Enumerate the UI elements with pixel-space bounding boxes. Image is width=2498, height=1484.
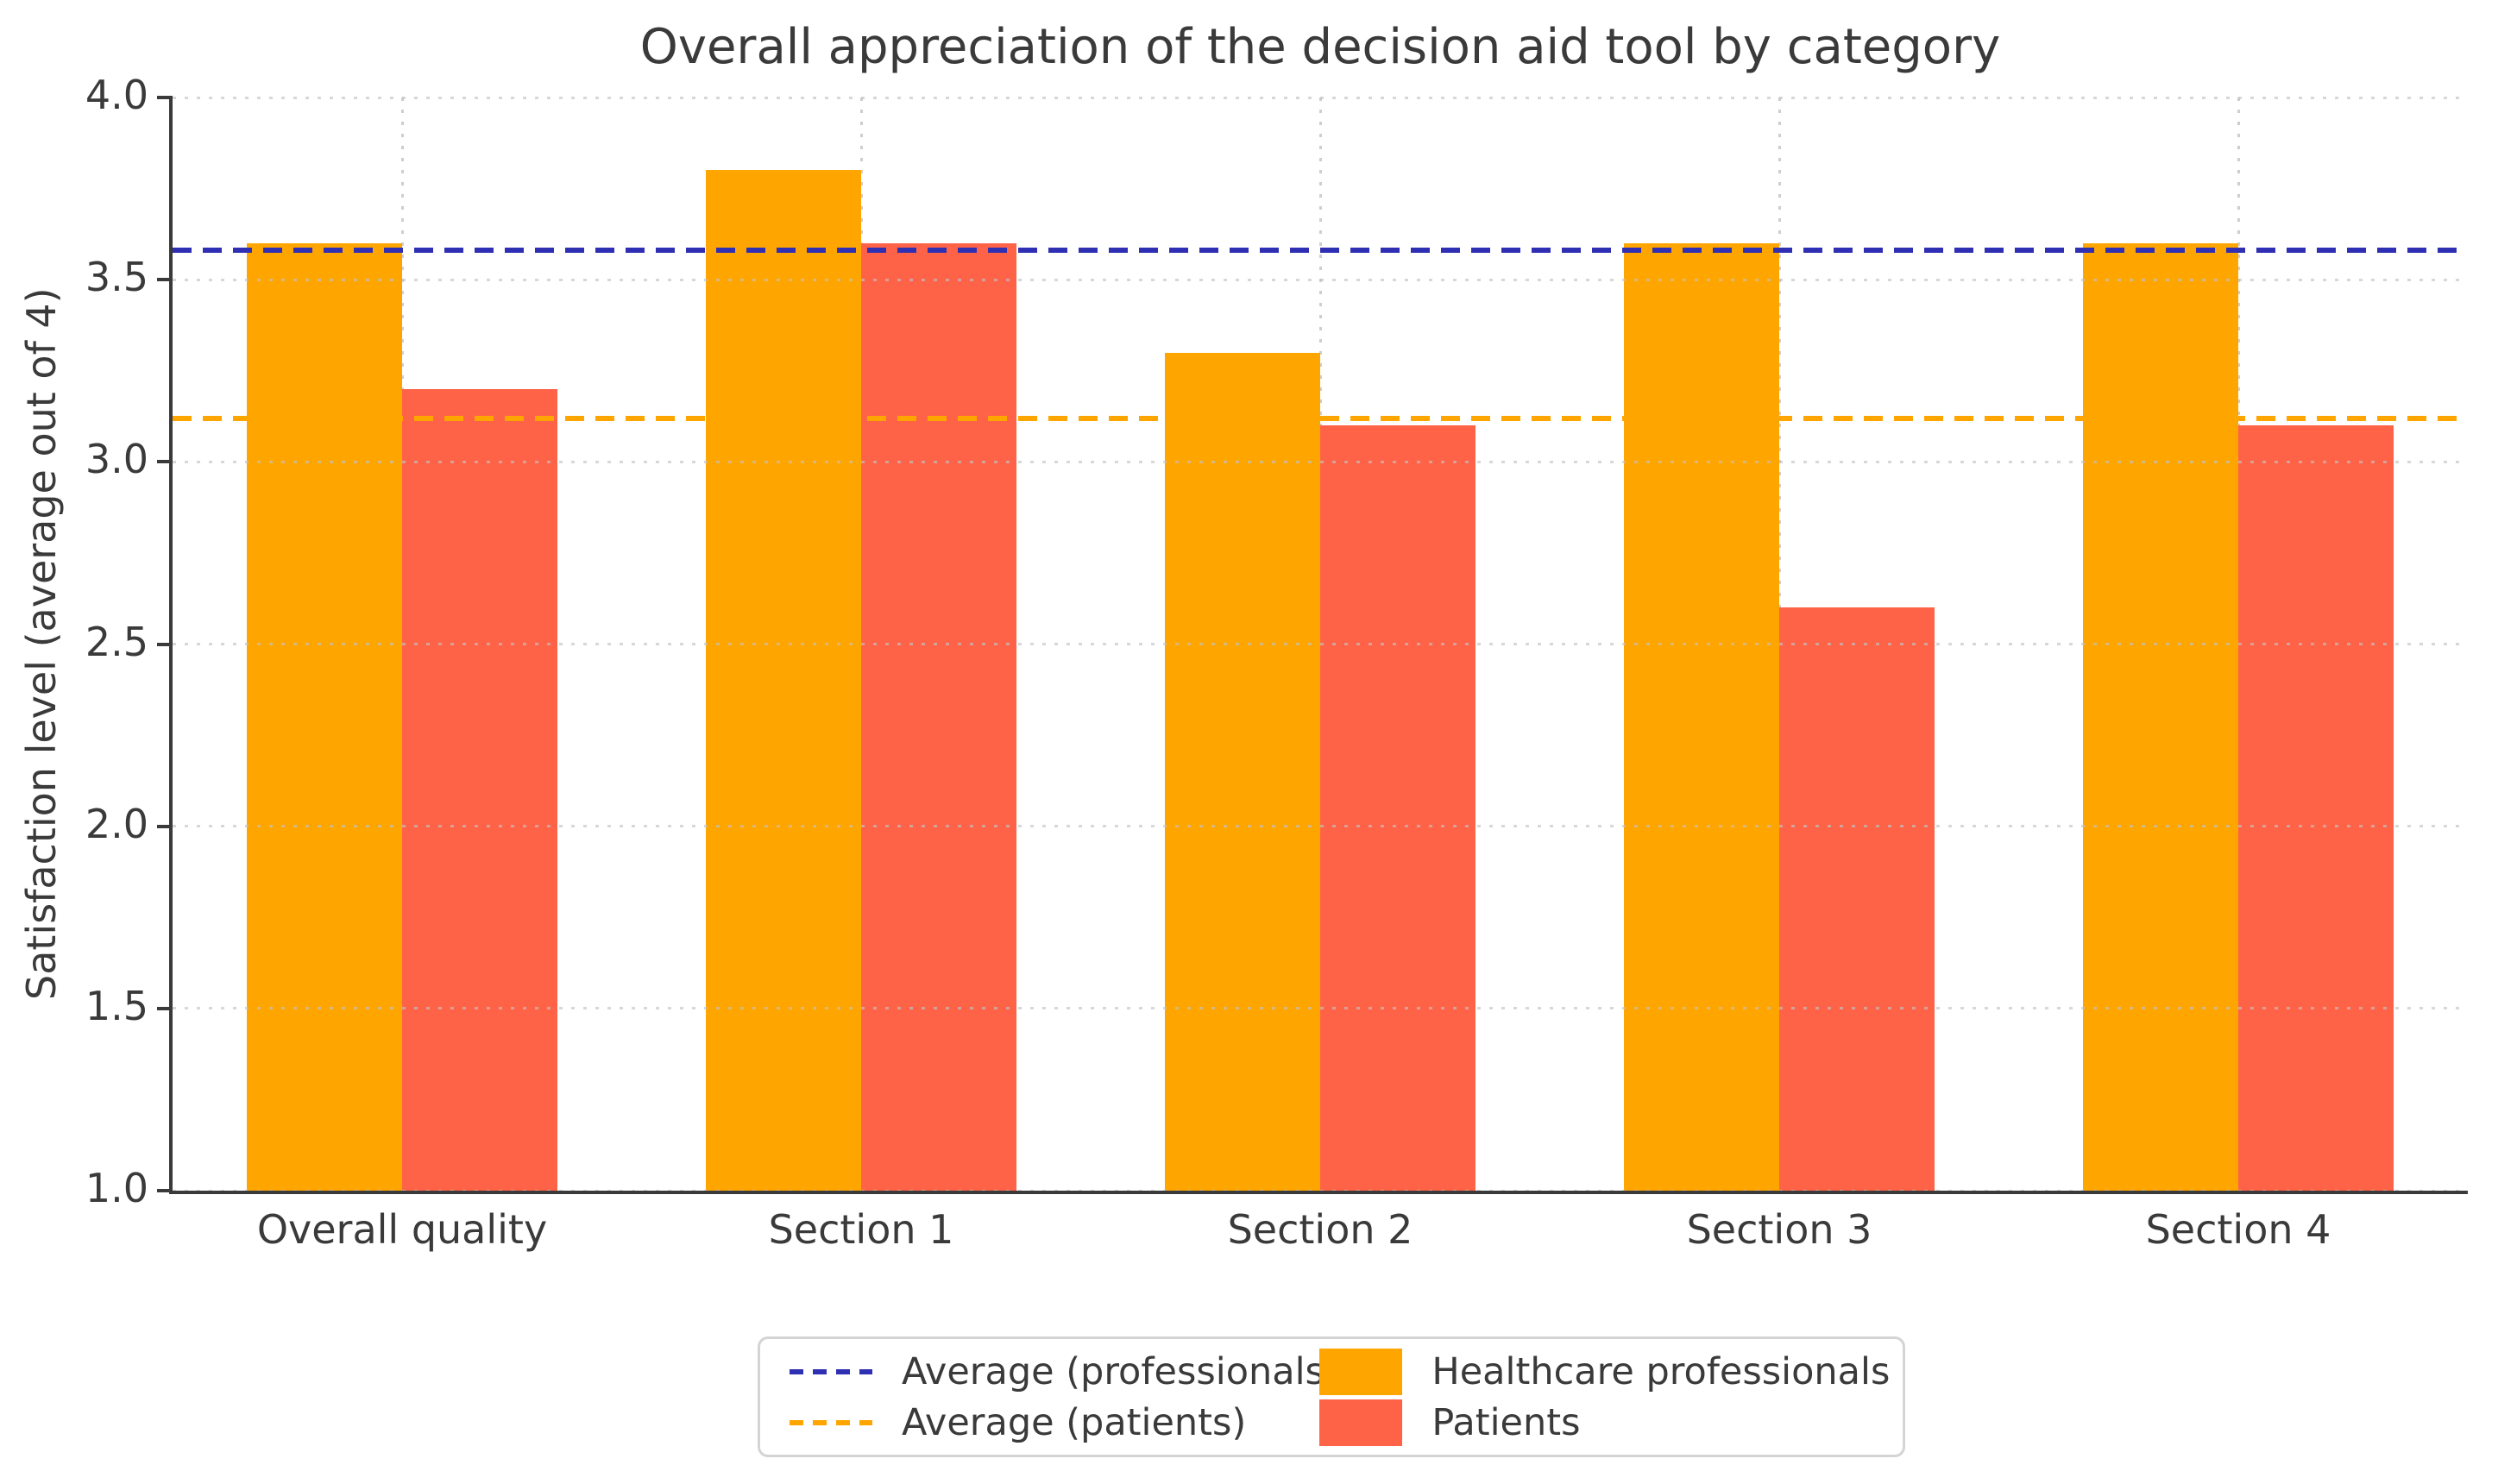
legend-item: Average (professionals) bbox=[790, 1350, 1339, 1393]
legend-label: Healthcare professionals bbox=[1431, 1349, 1891, 1393]
h-gridline bbox=[173, 825, 2468, 828]
reference-line bbox=[173, 415, 2468, 421]
legend-item: Healthcare professionals bbox=[1319, 1348, 1894, 1395]
y-tick-mark bbox=[157, 278, 173, 282]
legend-item: Average (patients) bbox=[790, 1401, 1319, 1444]
bar-patients bbox=[1320, 425, 1476, 1191]
h-gridline bbox=[173, 96, 2468, 99]
y-tick-mark bbox=[157, 824, 173, 828]
bar-patients bbox=[402, 388, 557, 1191]
x-tick-label: Section 2 bbox=[1227, 1206, 1413, 1253]
y-tick-label: 1.5 bbox=[85, 982, 148, 1029]
y-tick-label: 4.0 bbox=[85, 72, 148, 118]
x-tick-label: Overall quality bbox=[256, 1206, 548, 1253]
legend-label: Average (patients) bbox=[902, 1400, 1247, 1444]
legend-dashed-line-sample bbox=[790, 1419, 872, 1425]
h-gridline bbox=[173, 460, 2468, 463]
y-tick-label: 3.0 bbox=[85, 436, 148, 483]
bar-professionals bbox=[1165, 352, 1320, 1191]
x-tick-label: Section 3 bbox=[1686, 1206, 1872, 1253]
legend: Average (professionals) Healthcare profes… bbox=[758, 1336, 1905, 1457]
h-gridline bbox=[173, 1007, 2468, 1010]
x-tick-label: Section 1 bbox=[768, 1206, 954, 1253]
y-tick-label: 2.0 bbox=[85, 800, 148, 847]
y-tick-mark bbox=[157, 460, 173, 464]
y-tick-mark bbox=[157, 642, 173, 646]
legend-color-swatch bbox=[1319, 1399, 1403, 1446]
bar-professionals bbox=[1624, 242, 1779, 1191]
bar-patients bbox=[861, 242, 1016, 1191]
legend-color-swatch bbox=[1319, 1348, 1403, 1395]
bar-professionals bbox=[706, 170, 861, 1191]
h-gridline bbox=[173, 643, 2468, 645]
y-tick-mark bbox=[157, 1006, 173, 1010]
y-tick-label: 2.5 bbox=[85, 618, 148, 665]
bar-patients bbox=[2238, 425, 2394, 1191]
bar-professionals bbox=[247, 242, 402, 1191]
chart-title: Overall appreciation of the decision aid… bbox=[639, 19, 2001, 75]
legend-label: Average (professionals) bbox=[902, 1349, 1339, 1393]
x-tick-label: Section 4 bbox=[2145, 1206, 2331, 1253]
y-tick-mark bbox=[157, 96, 173, 99]
legend-label: Patients bbox=[1431, 1400, 1581, 1444]
y-tick-label: 3.5 bbox=[85, 254, 148, 301]
bar-professionals bbox=[2083, 242, 2238, 1191]
h-gridline bbox=[173, 1189, 2468, 1192]
bar-patients bbox=[1779, 607, 1935, 1191]
legend-dashed-line-sample bbox=[790, 1368, 872, 1374]
reference-line bbox=[173, 248, 2468, 254]
y-tick-label: 1.0 bbox=[85, 1165, 148, 1211]
legend-item: Patients bbox=[1319, 1399, 1894, 1446]
y-tick-mark bbox=[157, 1189, 173, 1192]
h-gridline bbox=[173, 278, 2468, 281]
